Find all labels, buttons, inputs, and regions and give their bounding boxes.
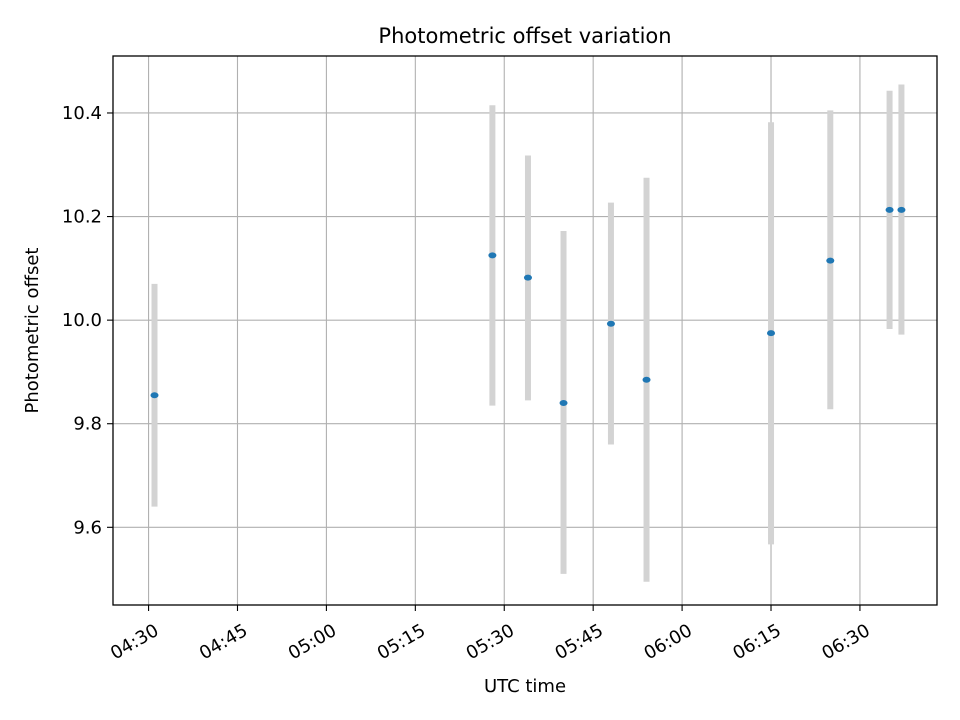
data-point [642, 376, 651, 383]
data-point [897, 206, 906, 213]
x-axis-title: UTC time [484, 676, 566, 697]
y-tick-label: 10.0 [62, 310, 102, 331]
data-points [150, 206, 906, 407]
data-point [606, 320, 615, 327]
y-tick-label: 9.6 [73, 517, 102, 538]
y-tick-label: 10.4 [62, 103, 102, 124]
data-point [826, 257, 835, 264]
y-axis-title: Photometric offset [22, 248, 43, 414]
y-tick-label: 9.8 [73, 414, 102, 435]
y-tick-label: 10.2 [62, 207, 102, 228]
data-point [523, 274, 532, 281]
chart-title: Photometric offset variation [378, 24, 671, 48]
data-point [150, 392, 159, 399]
data-point [488, 252, 497, 259]
plot-frame [112, 55, 938, 606]
data-point [559, 400, 568, 407]
data-point [885, 206, 894, 213]
data-point [767, 330, 776, 337]
